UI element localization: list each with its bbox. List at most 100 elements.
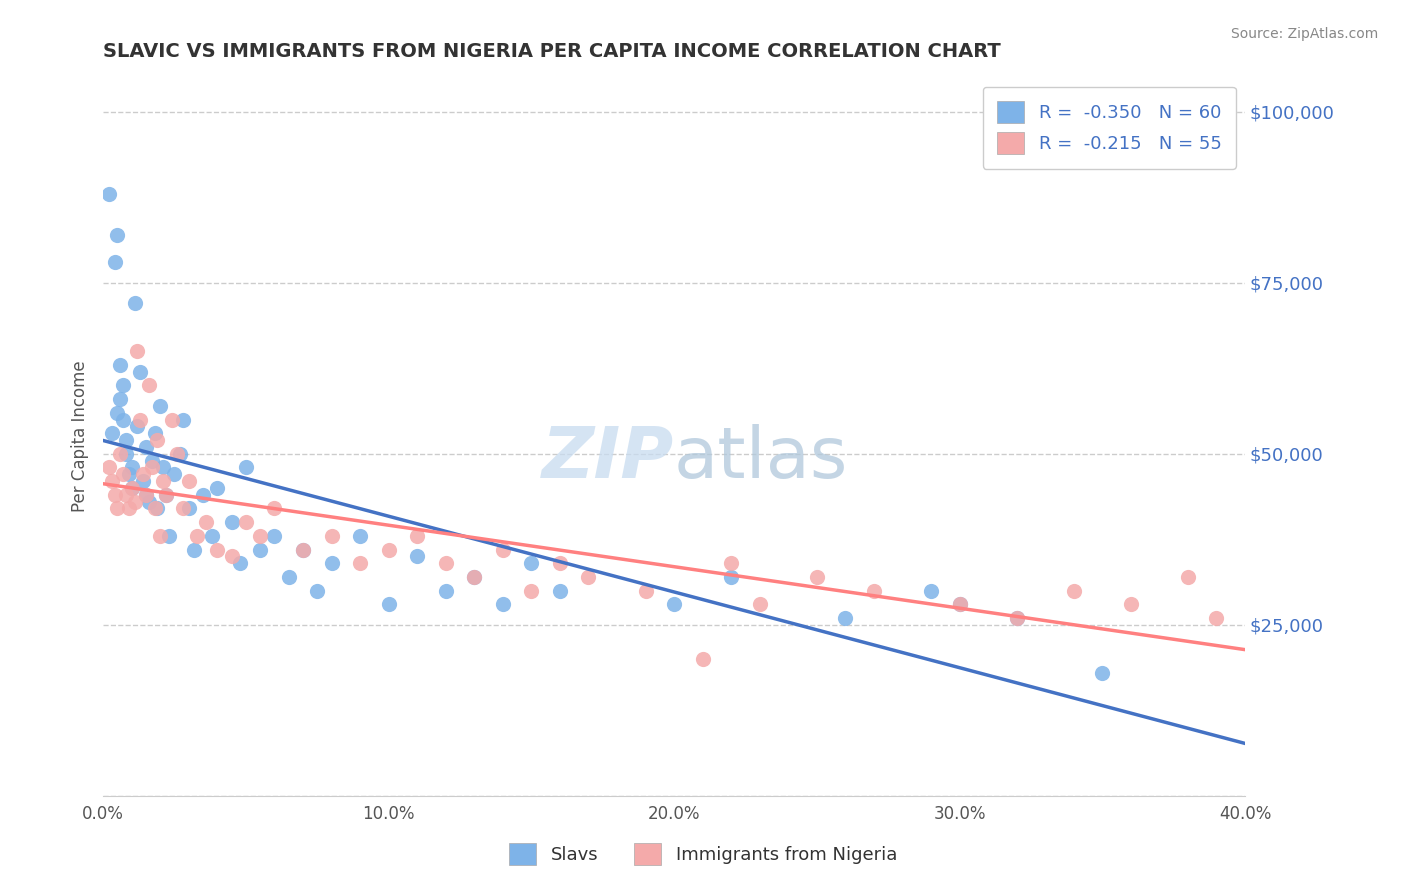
Point [1205, 611, 1227, 625]
Point [548, 556, 571, 570]
Point [149, 529, 172, 543]
Point [121, 481, 143, 495]
Point [1091, 665, 1114, 680]
Point [1005, 611, 1028, 625]
Point [806, 570, 828, 584]
Point [377, 597, 399, 611]
Point [110, 392, 132, 406]
Point [118, 501, 141, 516]
Point [138, 494, 160, 508]
Point [135, 488, 157, 502]
Point [249, 542, 271, 557]
Point [183, 542, 205, 557]
Point [463, 570, 485, 584]
Point [748, 597, 770, 611]
Point [149, 399, 172, 413]
Point [406, 529, 429, 543]
Point [112, 467, 135, 482]
Point [307, 583, 329, 598]
Point [229, 556, 252, 570]
Point [720, 570, 742, 584]
Point [291, 542, 314, 557]
Point [263, 501, 285, 516]
Point [235, 460, 257, 475]
Point [377, 542, 399, 557]
Point [143, 426, 166, 441]
Point [207, 481, 229, 495]
Point [662, 597, 685, 611]
Point [166, 447, 188, 461]
Point [169, 447, 191, 461]
Point [129, 365, 152, 379]
Point [1119, 597, 1142, 611]
Point [107, 227, 129, 242]
Point [141, 460, 163, 475]
Point [115, 488, 138, 502]
Point [100, 474, 122, 488]
Text: SLAVIC VS IMMIGRANTS FROM NIGERIA PER CAPITA INCOME CORRELATION CHART: SLAVIC VS IMMIGRANTS FROM NIGERIA PER CA… [103, 42, 1001, 61]
Point [221, 549, 243, 564]
Point [146, 501, 169, 516]
Point [191, 488, 214, 502]
Point [720, 556, 742, 570]
Point [1063, 583, 1085, 598]
Point [492, 542, 515, 557]
Point [520, 556, 543, 570]
Point [834, 611, 856, 625]
Point [118, 467, 141, 482]
Point [103, 488, 125, 502]
Legend: Slavs, Immigrants from Nigeria: Slavs, Immigrants from Nigeria [501, 834, 905, 874]
Point [124, 494, 146, 508]
Point [100, 426, 122, 441]
Point [277, 570, 299, 584]
Point [634, 583, 657, 598]
Point [110, 358, 132, 372]
Point [920, 583, 942, 598]
Text: ZIP: ZIP [541, 424, 673, 492]
Point [163, 467, 186, 482]
Point [127, 419, 149, 434]
Point [1005, 611, 1028, 625]
Text: Source: ZipAtlas.com: Source: ZipAtlas.com [1230, 27, 1378, 41]
Point [221, 515, 243, 529]
Point [146, 433, 169, 447]
Point [186, 529, 208, 543]
Point [152, 474, 174, 488]
Point [349, 529, 371, 543]
Point [177, 474, 200, 488]
Y-axis label: Per Capita Income: Per Capita Income [72, 361, 89, 513]
Point [249, 529, 271, 543]
Point [141, 453, 163, 467]
Point [157, 529, 180, 543]
Point [172, 412, 194, 426]
Point [321, 529, 343, 543]
Point [207, 542, 229, 557]
Point [121, 460, 143, 475]
Point [201, 529, 224, 543]
Point [129, 412, 152, 426]
Point [132, 474, 155, 488]
Point [138, 378, 160, 392]
Point [321, 556, 343, 570]
Point [548, 583, 571, 598]
Point [406, 549, 429, 564]
Point [155, 488, 177, 502]
Point [112, 378, 135, 392]
Point [132, 467, 155, 482]
Point [194, 515, 217, 529]
Point [115, 447, 138, 461]
Point [948, 597, 970, 611]
Point [349, 556, 371, 570]
Point [172, 501, 194, 516]
Point [143, 501, 166, 516]
Point [155, 488, 177, 502]
Point [121, 481, 143, 495]
Point [434, 556, 457, 570]
Point [263, 529, 285, 543]
Point [112, 412, 135, 426]
Point [97, 460, 120, 475]
Point [1177, 570, 1199, 584]
Point [124, 296, 146, 310]
Point [107, 501, 129, 516]
Point [863, 583, 886, 598]
